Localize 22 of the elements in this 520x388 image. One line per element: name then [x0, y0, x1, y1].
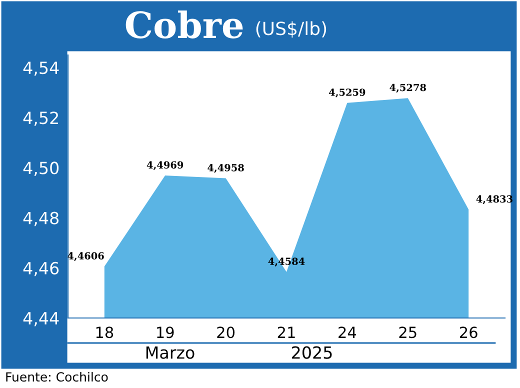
- chart-title: Cobre: [126, 10, 243, 38]
- data-label: 4,5278: [390, 84, 426, 93]
- x-tick-label: 20: [217, 326, 235, 338]
- y-tick-label: 4,52: [23, 112, 58, 126]
- y-tick-label: 4,54: [23, 62, 59, 76]
- text: 2025: [292, 346, 332, 359]
- x-tick-label: 25: [399, 326, 416, 338]
- chart-subtitle: (US$/lb): [256, 21, 326, 38]
- x-tick-label: 24: [338, 326, 356, 338]
- text: Marzo: [146, 346, 194, 359]
- data-label: 4,5259: [328, 88, 366, 98]
- x-tick-label: 19: [157, 326, 174, 338]
- x-tick-label: 21: [278, 326, 295, 338]
- y-tick-label: 4,44: [23, 312, 59, 326]
- source-note: Fuente: Cochilco: [6, 372, 108, 382]
- x-tick-label: 26: [460, 326, 478, 338]
- y-tick-label: 4,50: [23, 162, 59, 176]
- x-tick-label: 18: [96, 326, 114, 338]
- y-tick-label: 4,48: [23, 212, 59, 226]
- y-tick-label: 4,46: [23, 262, 59, 276]
- data-label: 4,4969: [146, 161, 184, 170]
- data-label: 4,4958: [208, 164, 244, 173]
